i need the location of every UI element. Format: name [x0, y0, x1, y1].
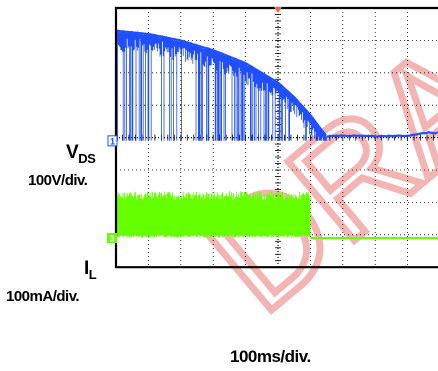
channel-2-scale-label: 100mA/div. — [6, 288, 80, 305]
channel-1-scale-label: 100V/div. — [28, 172, 88, 189]
plot-traces — [115, 29, 438, 240]
channel-markers: 13 — [107, 7, 282, 244]
trigger-marker-icon — [274, 7, 282, 13]
channel-1-trace-envelope — [115, 29, 327, 136]
channel-1-ground-marker-label: 1 — [110, 136, 115, 146]
channel-2-trace-band — [115, 191, 311, 238]
channel-2-ground-marker — [107, 233, 117, 244]
channel-1-trace-tail — [326, 131, 438, 138]
channel-2-ground-marker-label: 3 — [109, 234, 114, 244]
channel-2-name: IL — [84, 258, 97, 282]
x-axis-label: 100ms/div. — [230, 347, 311, 366]
channel-1-name: VDS — [66, 142, 96, 166]
channel-1-ground-marker — [107, 135, 118, 147]
